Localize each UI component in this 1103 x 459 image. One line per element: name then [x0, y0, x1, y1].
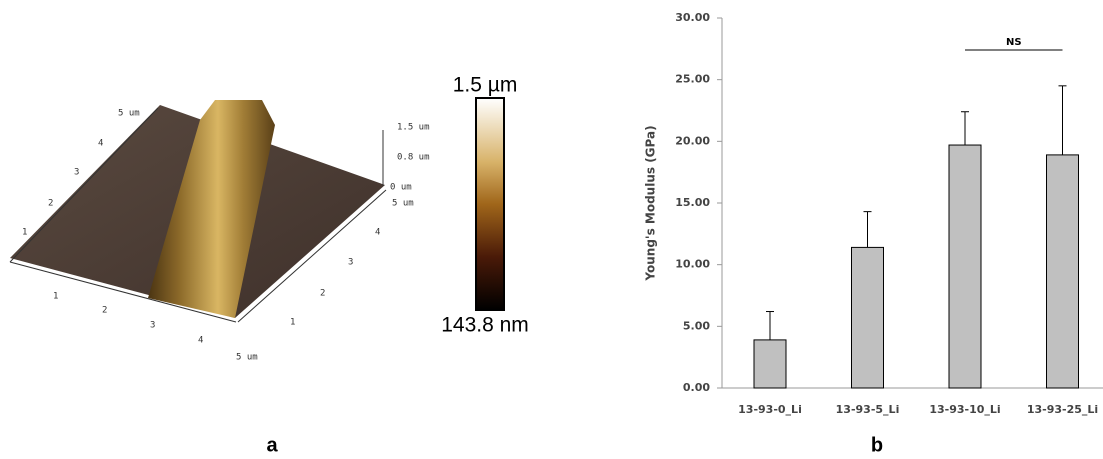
panel-label: a — [266, 434, 278, 456]
front-axis-label: 1 — [53, 292, 58, 302]
bar — [753, 339, 787, 389]
front-axis-label: 5 um — [236, 353, 258, 363]
left-axis-label: 1 — [22, 228, 27, 238]
right-axis-label: 4 — [375, 228, 380, 238]
colorbar-top-label: 1.5 µm — [453, 74, 518, 97]
panel-a: 1 2 3 4 5 um 1 2 3 4 5 um 1 2 3 4 5 um 1… — [9, 74, 529, 456]
y-tick-label: 20.00 — [675, 134, 710, 147]
significance-label: NS — [1006, 37, 1022, 48]
colorbar-bottom-label: 143.8 nm — [441, 314, 529, 337]
front-axis-label: 3 — [150, 321, 155, 331]
x-tick-label: 13-93-5_Li — [836, 403, 900, 416]
left-axis-label: 5 um — [118, 109, 140, 119]
left-axis-label: 2 — [48, 199, 53, 209]
bar — [948, 144, 982, 389]
right-axis-label: 1 — [290, 318, 295, 328]
x-tick-label: 13-93-0_Li — [738, 403, 802, 416]
right-axis-label: 2 — [320, 289, 325, 299]
y-axis-title: Young's Modulus (GPa) — [644, 125, 658, 281]
z-axis-label: 0.8 um — [397, 153, 430, 163]
surface-ridge — [148, 100, 275, 318]
error-bar — [863, 211, 872, 248]
right-axis-label: 3 — [348, 258, 353, 268]
axes-3d — [9, 107, 387, 323]
error-bar — [1058, 85, 1067, 155]
x-tick-label: 13-93-10_Li — [929, 403, 1000, 416]
z-axis-label: 0 um — [390, 183, 412, 193]
z-axis-label: 1.5 um — [397, 123, 430, 133]
y-tick-label: 10.00 — [675, 258, 710, 271]
front-axis-label: 2 — [102, 306, 107, 316]
error-bar — [961, 111, 969, 146]
x-tick-label: 13-93-25_Li — [1027, 403, 1098, 416]
right-axis-label: 5 um — [392, 199, 414, 209]
y-tick-label: 5.00 — [683, 319, 710, 332]
left-axis-label: 3 — [74, 168, 79, 178]
bar — [1046, 154, 1079, 389]
left-axis-label: 4 — [98, 139, 103, 149]
bar — [851, 246, 884, 389]
colorbar — [475, 97, 505, 311]
error-bar — [766, 311, 774, 340]
front-axis-label: 4 — [198, 336, 203, 346]
y-tick-label: 15.00 — [675, 196, 710, 209]
y-tick-label: 0.00 — [683, 381, 710, 394]
panel-label: b — [871, 434, 883, 456]
y-tick-label: 25.00 — [675, 73, 710, 86]
y-tick-label: 30.00 — [675, 11, 710, 24]
